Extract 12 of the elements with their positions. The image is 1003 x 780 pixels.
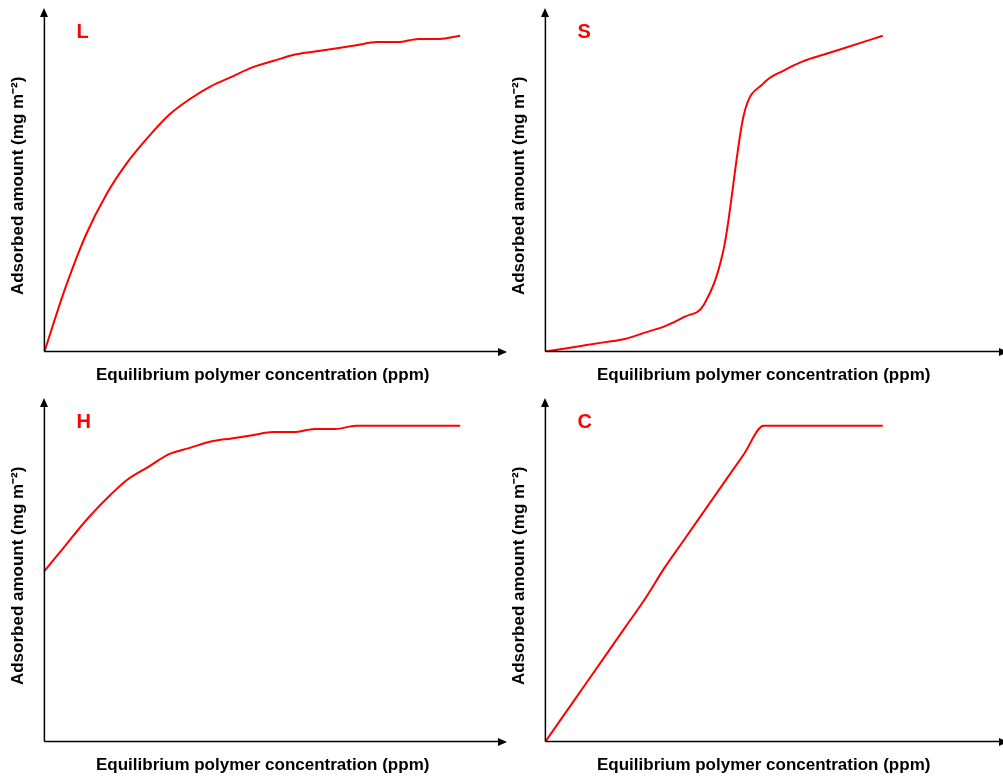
chart-title: H bbox=[76, 409, 91, 432]
chart-title: C bbox=[577, 409, 592, 432]
y-axis-title: Adsorbed amount (mg m⁻²) bbox=[508, 76, 528, 296]
x-axis-title: Equilibrium polymer concentration (ppm) bbox=[95, 365, 430, 385]
y-axis-title: Adsorbed amount (mg m⁻²) bbox=[7, 466, 27, 686]
chart-title: L bbox=[76, 19, 89, 42]
chart-title: S bbox=[577, 19, 591, 42]
y-axis-title: Adsorbed amount (mg m⁻²) bbox=[508, 466, 528, 686]
x-axis-title: Equilibrium polymer concentration (ppm) bbox=[596, 365, 931, 385]
x-axis-title: Equilibrium polymer concentration (ppm) bbox=[596, 755, 931, 775]
x-axis-title: Equilibrium polymer concentration (ppm) bbox=[95, 755, 430, 775]
y-axis-title: Adsorbed amount (mg m⁻²) bbox=[7, 76, 27, 296]
